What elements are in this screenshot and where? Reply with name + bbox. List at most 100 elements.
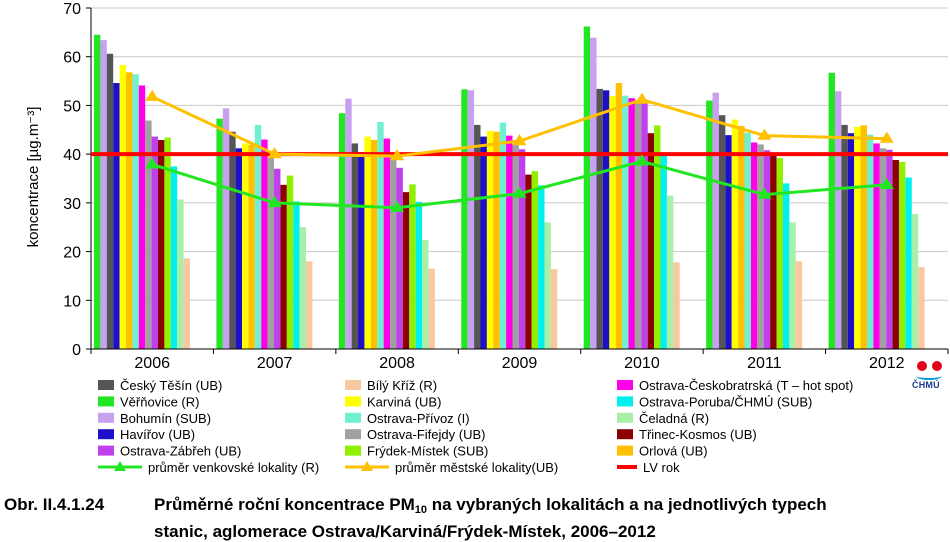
axes: [86, 7, 949, 354]
bar-2006-12: [170, 166, 178, 349]
avg-marker-1-5: [757, 128, 772, 140]
bar-2012-9: [886, 149, 893, 349]
legend-label: Ostrava-Fifejdy (UB): [367, 427, 485, 442]
legend-label: Ostrava-Českobratrská (T – hot spot): [639, 378, 853, 393]
bar-2010-11: [654, 125, 661, 350]
legend-swatch: [617, 396, 633, 407]
bar-2012-7: [873, 143, 880, 349]
legend-label: Bohumín (SUB): [120, 411, 211, 426]
figure-number: Obr. II.4.1.24: [4, 495, 105, 514]
figure-caption: Obr. II.4.1.24 Průměrné roční koncentrace…: [4, 494, 946, 542]
bar-2012-5: [860, 125, 867, 350]
legend-label: Český Těšín (UB): [120, 378, 222, 393]
bar-2007-4: [242, 143, 249, 349]
legend-item-1-4: Frýdek-Místek (SUB): [345, 444, 488, 459]
legend-item-0-5: průměr venkovské lokality (R): [98, 460, 319, 475]
bar-2006-10: [158, 140, 165, 349]
avg-marker-0-3: [512, 186, 527, 198]
bar-2011-1: [712, 92, 719, 349]
legend-item-1-0: Bílý Kříž (R): [345, 378, 437, 393]
legend-swatch: [617, 412, 633, 423]
bar-2008-14: [428, 268, 435, 349]
avg-marker-1-0: [145, 89, 160, 101]
bar-2007-7: [261, 139, 268, 349]
legend-swatch: [345, 445, 361, 456]
bar-2012-3: [847, 133, 855, 349]
legend-item-1-2: Ostrava-Přívoz (I): [345, 411, 470, 426]
legend-swatch: [617, 445, 633, 456]
x-tick-label-2009: 2009: [502, 355, 538, 372]
x-tick-label-2006: 2006: [134, 355, 170, 372]
legend: Český Těšín (UB)Věřňovice (R) Bohumín (SU…: [98, 378, 853, 475]
bar-2011-6: [744, 132, 751, 349]
bar-2010-5: [615, 83, 623, 350]
bar-2006-0: [94, 34, 101, 349]
bar-2009-10: [525, 174, 532, 349]
avg-marker-0-0: [145, 157, 160, 169]
x-tick-label-2008: 2008: [379, 355, 415, 372]
caption-line1: Průměrné roční koncentrace PM10 na vybra…: [154, 495, 827, 516]
avg-marker-1-6: [879, 131, 894, 143]
bars: [94, 26, 925, 350]
bar-2006-9: [151, 136, 158, 349]
bar-2006-4: [119, 65, 126, 349]
bar-2008-8: [390, 155, 397, 349]
bar-2006-2: [106, 53, 114, 349]
avg-marker-1-1: [267, 147, 282, 159]
bar-2008-1: [345, 98, 352, 349]
bar-2012-2: [841, 124, 848, 349]
bar-2009-9: [518, 149, 526, 349]
bar-2012-11: [898, 161, 906, 349]
legend-label: LV rok: [643, 460, 680, 475]
legend-swatch: [98, 380, 114, 390]
legend-item-0-3: Havířov (UB): [98, 427, 195, 442]
bar-2008-13: [422, 239, 429, 349]
legend-label: Třinec-Kosmos (UB): [639, 427, 757, 442]
bar-2009-6: [499, 122, 507, 349]
legend-label: průměr městské lokality(UB): [395, 460, 558, 475]
legend-label: Bílý Kříž (R): [367, 378, 437, 393]
bar-2010-13: [666, 195, 674, 349]
bar-2012-8: [879, 148, 887, 349]
bar-2009-12: [538, 185, 545, 349]
legend-label: Čeladná (R): [639, 411, 709, 426]
bar-2011-14: [795, 261, 803, 349]
legend-item-1-5: průměr městské lokality(UB): [345, 460, 558, 475]
x-tick-label-2011: 2011: [747, 355, 782, 372]
bar-2007-6: [254, 124, 262, 349]
avg-marker-1-2: [390, 149, 405, 161]
legend-label: Ostrava-Poruba/ČHMÚ (SUB): [639, 394, 812, 409]
bar-2008-5: [370, 140, 378, 349]
bar-2010-1: [590, 37, 597, 349]
bar-2008-10: [402, 192, 410, 349]
bar-2007-8: [267, 157, 275, 349]
bar-2011-0: [706, 100, 713, 349]
legend-item-1-1: Karviná (UB): [345, 394, 441, 409]
legend-marker: [361, 461, 373, 471]
legend-label: Frýdek-Místek (SUB): [367, 444, 488, 459]
caption-line2: stanic, aglomerace Ostrava/Karviná/Frýde…: [154, 522, 656, 541]
bar-2010-14: [673, 262, 680, 349]
bar-2011-8: [757, 144, 764, 349]
bar-2007-5: [248, 144, 255, 349]
bar-2010-10: [647, 133, 655, 349]
avg-marker-0-4: [634, 154, 649, 166]
bar-2007-1: [222, 108, 230, 349]
bar-2008-7: [383, 138, 391, 349]
bar-2009-1: [467, 90, 475, 349]
bar-2009-4: [486, 130, 494, 349]
bar-2006-3: [113, 83, 120, 350]
bar-2010-2: [596, 88, 603, 350]
y-tick-label-20: 20: [63, 245, 81, 262]
bar-2007-2: [229, 131, 236, 349]
legend-swatch: [345, 412, 361, 423]
avg-marker-1-3: [512, 134, 527, 146]
bar-2012-10: [892, 159, 899, 349]
avg-marker-0-5: [757, 187, 772, 199]
pm10-bar-chart: 0 10 20 30 40 50 60 70 2006 2007 2008 2009 2010 2011…: [25, 1, 949, 475]
y-tick-label-60: 60: [63, 50, 81, 67]
bar-2007-13: [299, 227, 307, 349]
chmu-logo: ČHMÚ: [912, 360, 946, 392]
x-tick-labels: 2006 2007 2008 2009 2010 2011 2012: [134, 355, 904, 372]
legend-swatch: [617, 380, 633, 390]
